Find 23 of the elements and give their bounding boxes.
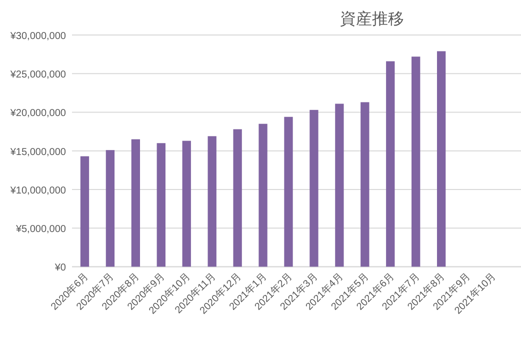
bar bbox=[310, 110, 318, 267]
bar bbox=[258, 124, 268, 267]
y-tick-label: ¥30,000,000 bbox=[9, 31, 66, 42]
chart-title: 資産推移 bbox=[340, 10, 404, 28]
y-tick-label: ¥20,000,000 bbox=[9, 108, 66, 120]
bar bbox=[156, 143, 166, 267]
bar bbox=[335, 104, 344, 267]
bar bbox=[131, 139, 140, 267]
y-tick-label: ¥5,000,000 bbox=[14, 224, 66, 236]
bar bbox=[386, 61, 395, 267]
bar bbox=[233, 129, 242, 267]
bar bbox=[436, 51, 446, 267]
bar bbox=[106, 150, 115, 267]
y-tick-label: ¥15,000,000 bbox=[9, 146, 66, 158]
y-tick-label: ¥10,000,000 bbox=[9, 185, 66, 196]
bar bbox=[284, 116, 293, 267]
y-tick-label: ¥0 bbox=[54, 262, 66, 274]
bar bbox=[208, 136, 216, 267]
bar bbox=[412, 56, 420, 267]
y-tick-label: ¥25,000,000 bbox=[9, 70, 66, 81]
bar bbox=[182, 140, 191, 267]
bar bbox=[80, 156, 90, 267]
bar bbox=[360, 102, 370, 267]
